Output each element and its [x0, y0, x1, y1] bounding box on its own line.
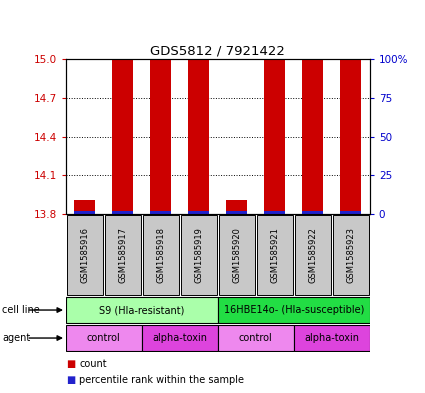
Bar [74, 211, 95, 214]
FancyBboxPatch shape [218, 297, 370, 323]
FancyBboxPatch shape [332, 215, 369, 295]
Bar [227, 211, 247, 214]
Text: control: control [87, 333, 121, 343]
Text: control: control [239, 333, 273, 343]
Text: GSM1585916: GSM1585916 [80, 227, 89, 283]
FancyBboxPatch shape [67, 215, 103, 295]
FancyBboxPatch shape [257, 215, 293, 295]
Text: agent: agent [2, 333, 30, 343]
Title: GDS5812 / 7921422: GDS5812 / 7921422 [150, 45, 285, 58]
Bar [264, 211, 285, 214]
Text: alpha-toxin: alpha-toxin [152, 333, 207, 343]
Text: alpha-toxin: alpha-toxin [304, 333, 359, 343]
FancyBboxPatch shape [218, 325, 294, 351]
Bar [150, 211, 171, 214]
FancyBboxPatch shape [66, 325, 142, 351]
FancyBboxPatch shape [181, 215, 217, 295]
Text: S9 (Hla-resistant): S9 (Hla-resistant) [99, 305, 184, 315]
Bar [302, 59, 323, 214]
FancyBboxPatch shape [105, 215, 141, 295]
Text: GSM1585918: GSM1585918 [156, 227, 165, 283]
FancyBboxPatch shape [218, 215, 255, 295]
FancyBboxPatch shape [295, 215, 331, 295]
Text: cell line: cell line [2, 305, 40, 315]
Text: GSM1585917: GSM1585917 [118, 227, 127, 283]
Bar [188, 59, 209, 214]
FancyBboxPatch shape [66, 297, 218, 323]
Bar [264, 59, 285, 214]
Text: GSM1585922: GSM1585922 [308, 227, 317, 283]
Text: ■: ■ [66, 375, 75, 386]
Bar [112, 59, 133, 214]
Text: GSM1585923: GSM1585923 [346, 227, 355, 283]
Text: 16HBE14o- (Hla-susceptible): 16HBE14o- (Hla-susceptible) [224, 305, 364, 315]
Bar [188, 211, 209, 214]
Text: GSM1585920: GSM1585920 [232, 227, 241, 283]
FancyBboxPatch shape [143, 215, 179, 295]
Bar [340, 59, 361, 214]
Bar [302, 211, 323, 214]
Bar [112, 211, 133, 214]
Bar [150, 59, 171, 214]
Text: percentile rank within the sample: percentile rank within the sample [79, 375, 244, 386]
Text: GSM1585921: GSM1585921 [270, 227, 279, 283]
Bar [227, 200, 247, 214]
Bar [340, 211, 361, 214]
Bar [74, 200, 95, 214]
FancyBboxPatch shape [142, 325, 218, 351]
FancyBboxPatch shape [294, 325, 370, 351]
Text: count: count [79, 359, 107, 369]
Text: GSM1585919: GSM1585919 [194, 227, 203, 283]
Text: ■: ■ [66, 359, 75, 369]
